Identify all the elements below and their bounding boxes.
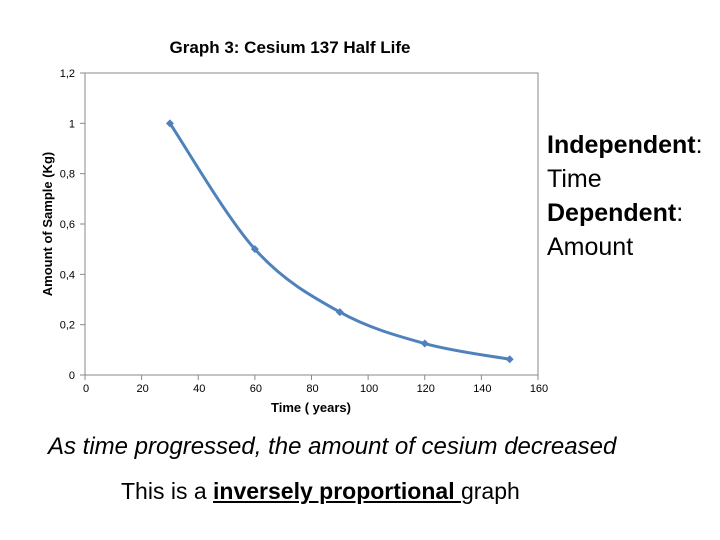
y-tick-label: 1,2 [60, 68, 75, 80]
y-tick-label: 0,4 [60, 269, 75, 281]
plot-border [84, 72, 539, 376]
data-point [420, 339, 429, 348]
caption-conclusion: This is a inversely proportional graph [121, 478, 520, 505]
independent-colon: : [695, 131, 703, 159]
line-chart: Graph 3: Cesium 137 Half Life 0 0,2 0,4 0,6… [40, 38, 548, 415]
x-tick-label: 60 [250, 383, 262, 395]
independent-line: Independent: [547, 128, 703, 162]
x-tick-label: 20 [137, 383, 149, 395]
independent-value: Time [547, 165, 602, 193]
data-point [165, 119, 174, 128]
independent-label: Independent [547, 131, 696, 159]
data-point [250, 245, 259, 254]
x-tick-label: 140 [473, 383, 491, 395]
y-tick-label: 0 [69, 370, 75, 382]
variables-note: Independent: Time Dependent: Amount [547, 128, 703, 264]
x-axis-title: Time ( years) [271, 400, 351, 415]
series-line [168, 122, 510, 361]
y-axis: 0 0,2 0,4 0,6 0,8 1 1,2 [60, 68, 85, 382]
x-tick-label: 160 [530, 383, 548, 395]
dependent-label: Dependent [547, 199, 677, 227]
caption-observation: As time progressed, the amount of cesium… [48, 433, 617, 460]
data-point [505, 355, 514, 364]
y-tick-label: 0,2 [60, 320, 75, 332]
x-tick-label: 40 [193, 383, 205, 395]
dependent-colon: : [676, 199, 684, 227]
plot-area [84, 72, 539, 376]
y-tick-label: 0,6 [60, 219, 75, 231]
x-axis: 0 20 40 60 80 100 120 140 160 [83, 375, 548, 395]
x-tick-label: 0 [83, 383, 89, 395]
dependent-line: Dependent: [547, 196, 703, 230]
series-layer [165, 119, 514, 364]
data-point [335, 308, 344, 317]
y-tick-label: 1 [69, 118, 75, 130]
caption-emphasis: inversely proportional [213, 478, 461, 504]
x-tick-label: 120 [417, 383, 435, 395]
y-axis-title: Amount of Sample (Kg) [40, 152, 55, 296]
caption-prefix: This is a [121, 478, 214, 504]
caption-suffix: graph [460, 478, 520, 504]
dependent-value: Amount [547, 233, 634, 261]
x-tick-label: 80 [306, 383, 318, 395]
x-tick-label: 100 [360, 383, 378, 395]
chart-title: Graph 3: Cesium 137 Half Life [170, 38, 411, 57]
y-tick-label: 0,8 [60, 169, 75, 181]
